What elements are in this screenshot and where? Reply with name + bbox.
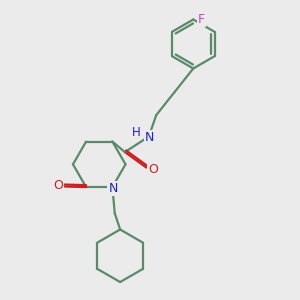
Text: O: O [148, 163, 158, 176]
Text: F: F [198, 13, 205, 26]
Text: O: O [53, 179, 63, 192]
Text: N: N [108, 182, 118, 195]
Text: H: H [132, 127, 141, 140]
Text: N: N [145, 131, 154, 144]
